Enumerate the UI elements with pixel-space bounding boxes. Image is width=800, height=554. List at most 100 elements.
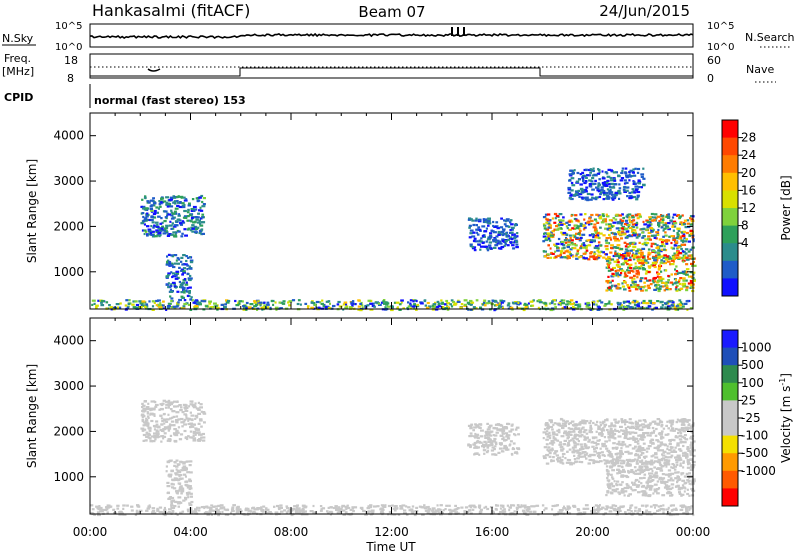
data-cell [634, 233, 637, 236]
data-cell [267, 306, 270, 309]
data-cell [647, 253, 651, 256]
data-cell [472, 231, 476, 234]
data-cell [671, 504, 675, 507]
data-cell [651, 256, 656, 259]
data-cell [678, 420, 683, 423]
data-cell [601, 445, 605, 448]
data-cell [508, 237, 513, 240]
data-cell [584, 213, 587, 216]
data-cell [677, 306, 681, 309]
data-cell [674, 254, 678, 257]
data-cell [495, 504, 500, 507]
data-cell [154, 221, 159, 224]
data-cell [576, 250, 579, 253]
data-cell [179, 222, 182, 225]
data-cell [609, 281, 612, 284]
data-cell [485, 432, 489, 435]
data-cell [686, 492, 690, 496]
data-cell [469, 308, 473, 311]
data-cell [174, 286, 177, 289]
data-cell [170, 283, 173, 286]
data-cell [567, 220, 572, 223]
data-cell [181, 221, 186, 224]
data-cell [142, 424, 146, 427]
data-cell [504, 220, 507, 223]
data-cell [638, 508, 641, 511]
data-cell [645, 270, 649, 273]
data-cell [469, 432, 473, 435]
data-cell [146, 234, 149, 237]
data-cell [686, 460, 690, 463]
data-cell [679, 287, 684, 290]
data-cell [595, 443, 600, 446]
data-cell [544, 232, 547, 235]
data-cell [609, 251, 613, 254]
data-cell [675, 240, 678, 243]
data-cell [519, 302, 522, 305]
data-cell [592, 233, 595, 237]
data-cell [382, 300, 385, 303]
data-cell [184, 409, 189, 412]
data-cell [163, 432, 167, 435]
data-cell [668, 449, 672, 452]
data-cell [654, 262, 657, 265]
data-cell [492, 224, 495, 228]
data-cell [155, 436, 160, 439]
data-cell [656, 244, 659, 247]
data-cell [582, 180, 585, 183]
data-cell [679, 508, 684, 511]
data-cell [690, 275, 694, 278]
data-cell [659, 507, 664, 511]
data-cell [671, 429, 674, 432]
data-cell [510, 231, 514, 234]
data-cell [206, 513, 210, 516]
data-cell [689, 223, 694, 226]
data-cell [420, 506, 425, 509]
data-cell [153, 432, 157, 435]
data-cell [514, 224, 517, 227]
data-cell [583, 226, 587, 229]
data-cell [180, 269, 183, 272]
data-cell [567, 251, 571, 254]
data-cell [659, 433, 663, 436]
data-cell [127, 302, 131, 305]
data-cell [616, 286, 620, 289]
data-cell [679, 441, 683, 444]
data-cell [502, 229, 505, 232]
data-cell [173, 196, 176, 199]
data-cell [638, 445, 642, 448]
data-cell [669, 281, 674, 284]
data-cell [683, 270, 686, 273]
data-cell [517, 433, 520, 436]
data-cell [669, 456, 673, 459]
data-cell [620, 254, 624, 257]
data-cell [629, 249, 633, 252]
data-cell [657, 458, 660, 461]
data-cell [626, 431, 631, 434]
data-cell [614, 504, 618, 508]
data-cell [139, 302, 144, 305]
data-cell [177, 426, 181, 429]
data-cell [591, 188, 595, 191]
data-cell [588, 183, 592, 186]
data-cell [494, 434, 498, 437]
data-cell [314, 303, 317, 307]
data-cell [633, 431, 638, 434]
data-cell [660, 214, 665, 217]
data-cell [575, 252, 580, 255]
data-cell [188, 265, 191, 268]
data-cell [177, 496, 182, 499]
data-cell [679, 277, 683, 280]
data-cell [578, 239, 582, 242]
data-cell [632, 256, 636, 259]
data-cell [615, 429, 619, 433]
data-cell [627, 494, 630, 497]
data-cell [469, 232, 473, 235]
data-cell [686, 479, 689, 482]
data-cell [411, 512, 415, 515]
data-cell [395, 507, 399, 510]
data-cell [160, 197, 165, 200]
data-cell [564, 457, 567, 460]
data-cell [660, 270, 663, 273]
data-cell [166, 306, 170, 309]
